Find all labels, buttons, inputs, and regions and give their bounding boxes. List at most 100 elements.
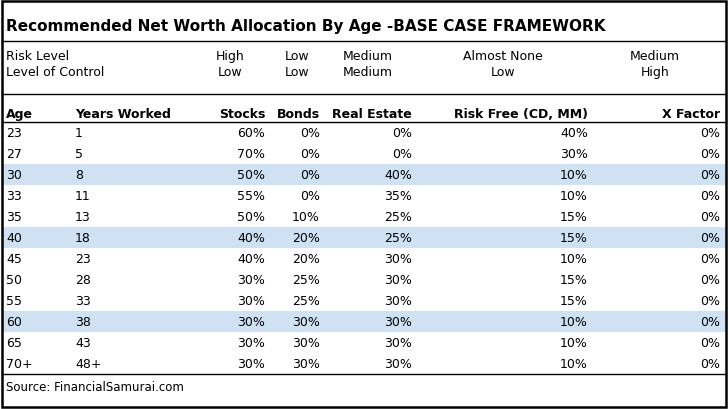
Text: 0%: 0% <box>300 127 320 139</box>
Text: 30%: 30% <box>384 273 412 286</box>
Text: Medium: Medium <box>343 50 393 63</box>
Text: 70%: 70% <box>237 148 265 161</box>
Text: 11: 11 <box>75 189 91 202</box>
Text: 0%: 0% <box>700 273 720 286</box>
Text: Medium: Medium <box>343 66 393 79</box>
Text: 30%: 30% <box>292 336 320 349</box>
Text: 30%: 30% <box>237 273 265 286</box>
Text: 0%: 0% <box>700 252 720 265</box>
Text: 10%: 10% <box>560 169 588 182</box>
Text: Low: Low <box>218 66 242 79</box>
Text: 0%: 0% <box>392 127 412 139</box>
Text: 0%: 0% <box>700 336 720 349</box>
Text: 60%: 60% <box>237 127 265 139</box>
Text: 33: 33 <box>75 294 91 307</box>
Text: 48+: 48+ <box>75 357 101 370</box>
Text: 13: 13 <box>75 211 91 223</box>
Text: High: High <box>215 50 245 63</box>
Text: 20%: 20% <box>292 231 320 245</box>
Text: 40%: 40% <box>237 252 265 265</box>
Text: 38: 38 <box>75 315 91 328</box>
Text: 15%: 15% <box>560 211 588 223</box>
Text: Stocks: Stocks <box>218 108 265 121</box>
Text: 23: 23 <box>6 127 22 139</box>
Text: Almost None: Almost None <box>463 50 543 63</box>
Text: 40%: 40% <box>560 127 588 139</box>
Text: 1: 1 <box>75 127 83 139</box>
Text: 50%: 50% <box>237 211 265 223</box>
Text: 40%: 40% <box>237 231 265 245</box>
Text: Low: Low <box>285 50 309 63</box>
Text: 30%: 30% <box>237 294 265 307</box>
Text: 0%: 0% <box>700 211 720 223</box>
Text: 25%: 25% <box>292 273 320 286</box>
Text: 10%: 10% <box>560 252 588 265</box>
Text: 0%: 0% <box>700 127 720 139</box>
Text: Risk Level: Risk Level <box>6 50 69 63</box>
Text: High: High <box>641 66 669 79</box>
Text: 0%: 0% <box>392 148 412 161</box>
Text: Years Worked: Years Worked <box>75 108 171 121</box>
Text: 15%: 15% <box>560 231 588 245</box>
Text: Risk Free (CD, MM): Risk Free (CD, MM) <box>454 108 588 121</box>
Text: Bonds: Bonds <box>277 108 320 121</box>
Text: Real Estate: Real Estate <box>332 108 412 121</box>
Text: 33: 33 <box>6 189 22 202</box>
Text: 43: 43 <box>75 336 91 349</box>
Text: 10%: 10% <box>560 189 588 202</box>
Text: 10%: 10% <box>560 336 588 349</box>
Text: 0%: 0% <box>300 148 320 161</box>
Text: 40: 40 <box>6 231 22 245</box>
Text: X Factor: X Factor <box>662 108 720 121</box>
Text: 30: 30 <box>6 169 22 182</box>
Text: 65: 65 <box>6 336 22 349</box>
Text: 30%: 30% <box>560 148 588 161</box>
Text: Level of Control: Level of Control <box>6 66 104 79</box>
Bar <box>2 164 726 186</box>
Text: 0%: 0% <box>700 189 720 202</box>
Text: Source: FinancialSamurai.com: Source: FinancialSamurai.com <box>6 380 184 393</box>
Text: 30%: 30% <box>384 315 412 328</box>
Text: 10%: 10% <box>292 211 320 223</box>
Text: 15%: 15% <box>560 294 588 307</box>
Text: 23: 23 <box>75 252 91 265</box>
Text: 0%: 0% <box>700 315 720 328</box>
Text: 50: 50 <box>6 273 22 286</box>
Text: Age: Age <box>6 108 33 121</box>
Text: 0%: 0% <box>700 148 720 161</box>
Text: 45: 45 <box>6 252 22 265</box>
Text: 55: 55 <box>6 294 22 307</box>
Text: 30%: 30% <box>384 252 412 265</box>
Text: 30%: 30% <box>384 294 412 307</box>
Text: 28: 28 <box>75 273 91 286</box>
Bar <box>2 227 726 248</box>
Text: 15%: 15% <box>560 273 588 286</box>
Text: 0%: 0% <box>700 294 720 307</box>
Text: 60: 60 <box>6 315 22 328</box>
Text: 70+: 70+ <box>6 357 33 370</box>
Text: 25%: 25% <box>292 294 320 307</box>
Text: 30%: 30% <box>237 336 265 349</box>
Text: Medium: Medium <box>630 50 680 63</box>
Text: 0%: 0% <box>300 169 320 182</box>
Text: 50%: 50% <box>237 169 265 182</box>
Text: 55%: 55% <box>237 189 265 202</box>
Text: 0%: 0% <box>700 169 720 182</box>
Text: 0%: 0% <box>300 189 320 202</box>
Text: Low: Low <box>491 66 515 79</box>
Text: 8: 8 <box>75 169 83 182</box>
Text: 25%: 25% <box>384 231 412 245</box>
Text: 25%: 25% <box>384 211 412 223</box>
Text: 10%: 10% <box>560 315 588 328</box>
Text: 30%: 30% <box>384 357 412 370</box>
Text: 40%: 40% <box>384 169 412 182</box>
Text: 30%: 30% <box>384 336 412 349</box>
Text: 35%: 35% <box>384 189 412 202</box>
Text: 30%: 30% <box>237 357 265 370</box>
Text: 30%: 30% <box>292 357 320 370</box>
Text: 30%: 30% <box>292 315 320 328</box>
Text: 10%: 10% <box>560 357 588 370</box>
Text: 18: 18 <box>75 231 91 245</box>
Text: 35: 35 <box>6 211 22 223</box>
Text: 5: 5 <box>75 148 83 161</box>
